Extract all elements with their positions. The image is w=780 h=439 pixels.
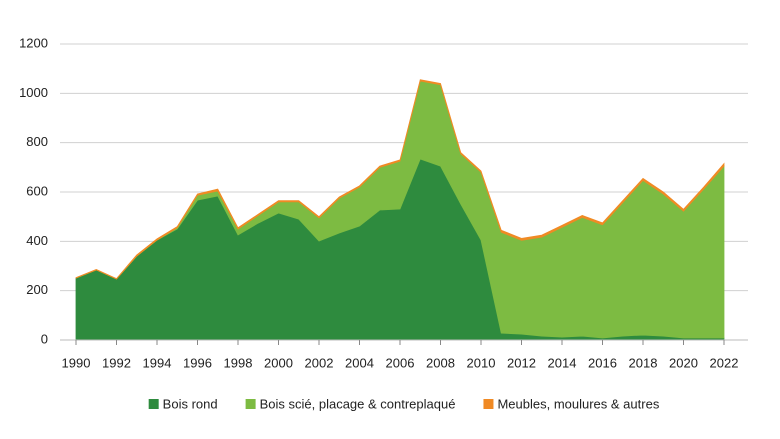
legend-label: Bois scié, placage & contreplaqué	[260, 396, 456, 411]
y-tick-label: 1000	[19, 85, 48, 100]
y-tick-label: 600	[26, 183, 48, 198]
x-tick-label: 1990	[62, 355, 91, 370]
legend: Bois rond Bois scié, placage & contreplaq…	[148, 396, 660, 411]
legend-label: Bois rond	[163, 396, 218, 411]
y-tick-label: 400	[26, 233, 48, 248]
x-tick-label: 2006	[386, 355, 415, 370]
y-tick-label: 1200	[19, 35, 48, 50]
x-tick-label: 2018	[629, 355, 658, 370]
x-tick-label: 2008	[426, 355, 455, 370]
legend-swatch	[483, 399, 494, 409]
x-tick-label: 2012	[507, 355, 536, 370]
x-tick-label: 2004	[345, 355, 374, 370]
x-tick-label: 1992	[102, 355, 131, 370]
x-tick-label: 2000	[264, 355, 293, 370]
legend-swatch	[245, 399, 256, 409]
x-tick-label: 2022	[710, 355, 739, 370]
y-tick-label: 800	[26, 134, 48, 149]
x-tick-label: 2016	[588, 355, 617, 370]
x-tick-label: 1998	[224, 355, 253, 370]
x-tick-label: 2020	[669, 355, 698, 370]
y-tick-label: 200	[26, 282, 48, 297]
x-tick-label: 2014	[548, 355, 577, 370]
legend-label: Meubles, moulures & autres	[497, 396, 659, 411]
x-tick-label: 2002	[305, 355, 334, 370]
y-tick-label: 0	[41, 331, 48, 346]
legend-swatch	[148, 399, 159, 409]
x-tick-label: 2010	[467, 355, 496, 370]
x-tick-label: 1996	[183, 355, 212, 370]
x-tick-label: 1994	[143, 355, 172, 370]
area	[75, 79, 725, 280]
